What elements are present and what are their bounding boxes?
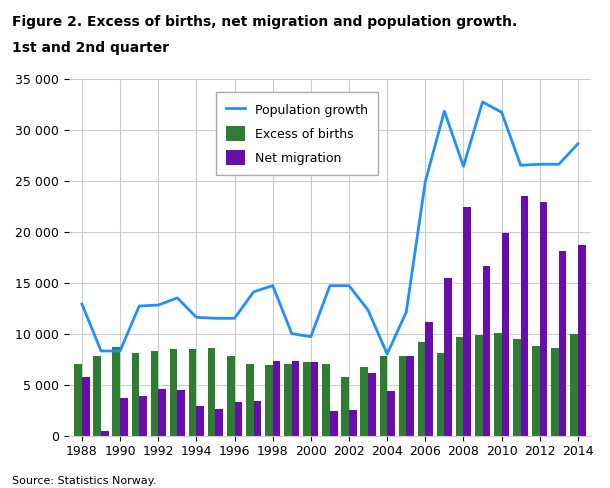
Population growth: [307, 334, 315, 340]
Bar: [494, 333, 501, 436]
Bar: [120, 398, 127, 436]
Population growth: [135, 303, 143, 309]
Bar: [444, 278, 452, 436]
Population growth: [288, 331, 295, 337]
Bar: [227, 356, 235, 436]
Population growth: [517, 163, 525, 168]
Bar: [93, 356, 101, 436]
Bar: [254, 401, 261, 436]
Bar: [437, 353, 444, 436]
Bar: [322, 364, 330, 436]
Bar: [425, 323, 433, 436]
Bar: [188, 349, 196, 436]
Bar: [551, 348, 559, 436]
Legend: Population growth, Excess of births, Net migration: Population growth, Excess of births, Net…: [216, 92, 378, 175]
Population growth: [193, 314, 200, 320]
Bar: [178, 390, 185, 436]
Bar: [273, 361, 281, 436]
Bar: [521, 196, 528, 436]
Bar: [311, 362, 318, 436]
Bar: [139, 396, 147, 436]
Population growth: [498, 109, 505, 115]
Population growth: [98, 348, 105, 354]
Bar: [379, 356, 387, 436]
Bar: [361, 367, 368, 436]
Population growth: [479, 99, 486, 105]
Population growth: [250, 289, 257, 295]
Bar: [483, 266, 490, 436]
Line: Population growth: Population growth: [82, 102, 578, 354]
Population growth: [384, 351, 391, 357]
Bar: [235, 402, 242, 436]
Bar: [475, 335, 483, 436]
Population growth: [326, 283, 334, 288]
Population growth: [574, 141, 581, 147]
Bar: [387, 391, 395, 436]
Bar: [246, 364, 254, 436]
Bar: [208, 348, 215, 436]
Bar: [151, 351, 158, 436]
Bar: [398, 356, 406, 436]
Bar: [303, 362, 311, 436]
Bar: [215, 409, 223, 436]
Bar: [112, 347, 120, 436]
Population growth: [174, 295, 181, 301]
Bar: [82, 378, 90, 436]
Population growth: [422, 179, 429, 184]
Bar: [501, 233, 509, 436]
Population growth: [364, 307, 371, 313]
Population growth: [345, 283, 353, 288]
Bar: [284, 364, 292, 436]
Bar: [101, 430, 109, 436]
Bar: [196, 406, 204, 436]
Population growth: [117, 348, 124, 354]
Bar: [158, 389, 166, 436]
Bar: [559, 251, 567, 436]
Population growth: [403, 309, 410, 315]
Population growth: [555, 162, 562, 167]
Bar: [456, 337, 464, 436]
Bar: [513, 339, 521, 436]
Population growth: [231, 315, 239, 321]
Bar: [540, 202, 547, 436]
Population growth: [269, 283, 276, 288]
Bar: [418, 342, 425, 436]
Bar: [464, 207, 471, 436]
Bar: [330, 411, 337, 436]
Bar: [265, 365, 273, 436]
Bar: [349, 410, 357, 436]
Population growth: [78, 301, 85, 307]
Bar: [570, 334, 578, 436]
Population growth: [154, 302, 162, 308]
Population growth: [460, 163, 467, 169]
Population growth: [212, 315, 219, 321]
Bar: [342, 378, 349, 436]
Population growth: [440, 108, 448, 114]
Bar: [292, 361, 300, 436]
Bar: [368, 373, 376, 436]
Text: Figure 2. Excess of births, net migration and population growth.: Figure 2. Excess of births, net migratio…: [12, 15, 517, 29]
Text: Source: Statistics Norway.: Source: Statistics Norway.: [12, 476, 157, 486]
Bar: [532, 346, 540, 436]
Text: 1st and 2nd quarter: 1st and 2nd quarter: [12, 41, 170, 56]
Bar: [170, 349, 178, 436]
Bar: [74, 364, 82, 436]
Population growth: [536, 162, 544, 167]
Bar: [132, 353, 139, 436]
Bar: [578, 245, 586, 436]
Bar: [406, 356, 414, 436]
